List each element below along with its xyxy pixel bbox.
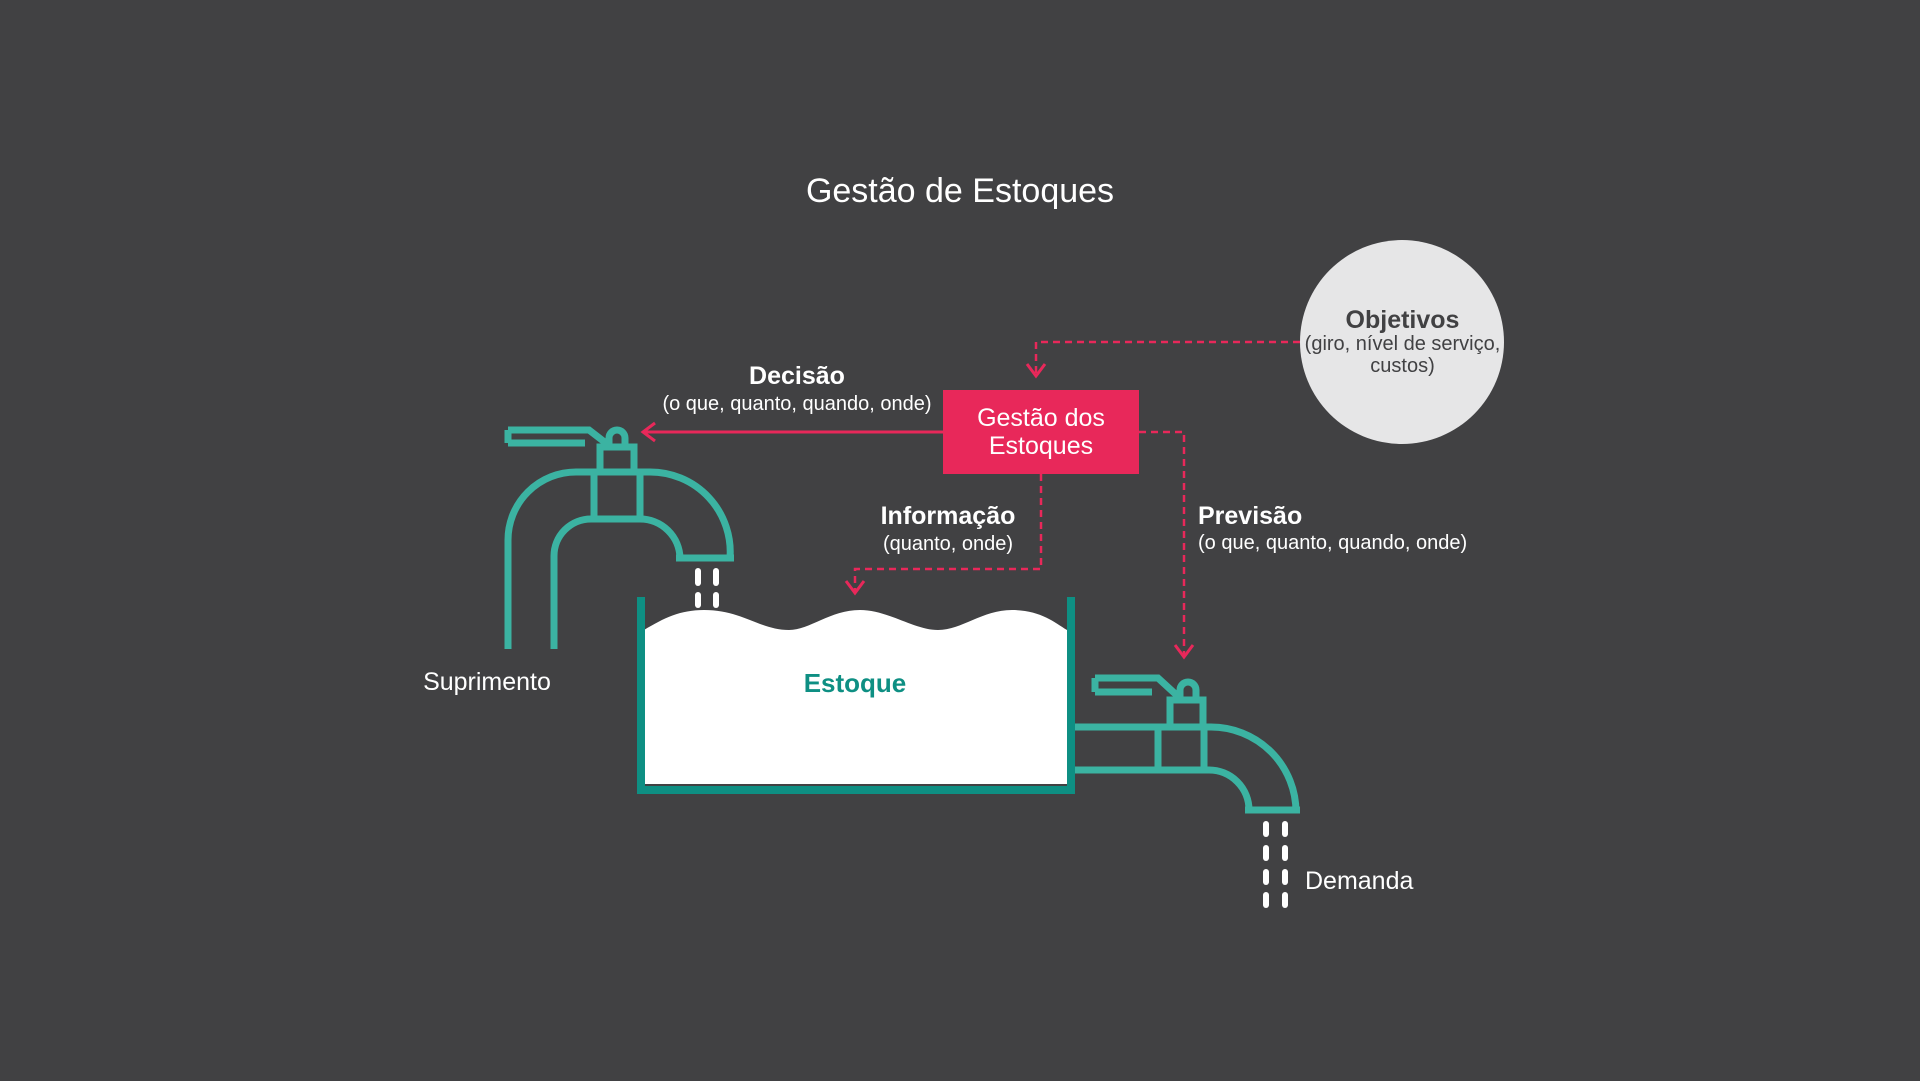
demanda-label: Demanda — [1305, 867, 1414, 895]
informacao-detail: (quanto, onde) — [882, 533, 1014, 555]
supply-drops-icon — [695, 568, 719, 608]
estoque-tank — [637, 597, 1075, 794]
objetivos-title: Objetivos — [1345, 306, 1460, 334]
demand-drops-icon — [1263, 821, 1288, 908]
decisao-title: Decisão — [749, 362, 845, 390]
previsao-title: Previsão — [1198, 502, 1303, 530]
decisao-arrow — [640, 421, 943, 443]
supply-faucet-icon — [504, 426, 734, 649]
previsao-arrow — [1139, 430, 1195, 660]
page-title: Gestão de Estoques — [805, 172, 1115, 210]
objetivos-arrow — [1025, 340, 1300, 379]
estoque-label: Estoque — [803, 668, 907, 698]
informacao-arrow — [844, 474, 1043, 596]
gestao-dos-estoques-box: Gestão dos Estoques — [943, 390, 1139, 474]
previsao-detail: (o que, quanto, quando, onde) — [1198, 532, 1468, 554]
objetivos-circle — [1300, 240, 1504, 444]
demand-faucet-icon — [1075, 674, 1300, 814]
suprimento-label: Suprimento — [423, 668, 551, 696]
informacao-title: Informação — [880, 502, 1016, 530]
decisao-detail: (o que, quanto, quando, onde) — [662, 393, 932, 415]
objetivos-detail: (giro, nível de serviço, custos) — [1304, 333, 1501, 377]
